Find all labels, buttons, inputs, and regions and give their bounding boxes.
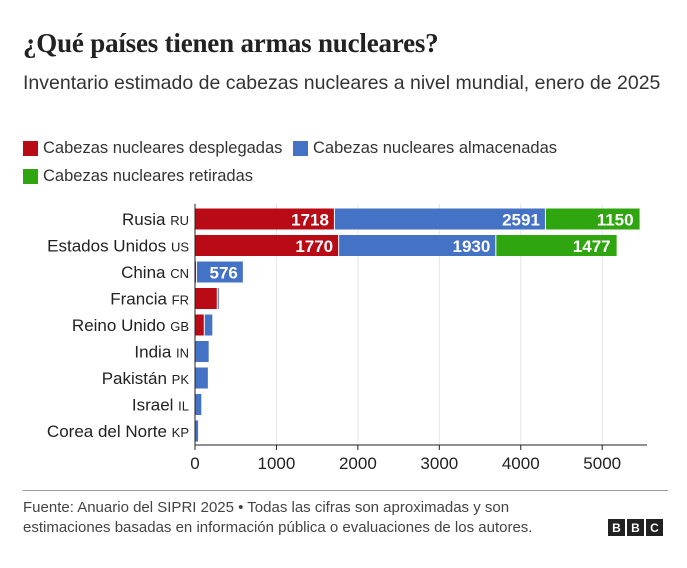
stacked-bar-chart: 1718 2591 1150 Rusia RU 1770 1930 1477 Estados …	[47, 203, 647, 473]
country-code: CN	[170, 266, 189, 281]
country-code: FR	[172, 293, 189, 308]
footer-divider	[23, 490, 668, 491]
category-label: Francia FR	[110, 290, 189, 309]
country-code: RU	[170, 213, 189, 228]
legend-swatch-stored	[293, 141, 309, 156]
bbc-logo: B B C	[608, 519, 663, 536]
bbc-logo-letter: B	[608, 519, 625, 536]
bar-segment	[196, 261, 243, 283]
legend-label-stored: Cabezas nucleares almacenadas	[313, 139, 557, 157]
data-label: 2591	[502, 211, 540, 230]
category-label: Pakistán PK	[102, 369, 190, 388]
bar-segment	[195, 288, 217, 309]
data-label: 1150	[597, 211, 634, 230]
bar-segment	[195, 235, 339, 256]
country-name: Reino Unido	[72, 316, 170, 335]
bbc-logo-letter: B	[627, 519, 644, 536]
data-label: 1770	[295, 237, 333, 256]
bar-segment	[204, 314, 213, 336]
category-label: India IN	[134, 343, 189, 362]
legend-label-retired: Cabezas nucleares retiradas	[43, 167, 254, 185]
x-tick-label: 0	[190, 454, 199, 473]
data-label: 1718	[291, 211, 329, 230]
category-label: Corea del Norte KP	[47, 422, 189, 441]
country-name: India	[134, 343, 176, 362]
legend-item-stored: Cabezas nucleares almacenadas	[293, 136, 557, 161]
x-tick-label: 4000	[502, 454, 540, 473]
country-name: Pakistán	[102, 369, 172, 388]
country-name: China	[121, 263, 170, 282]
category-label: Estados Unidos US	[47, 237, 189, 256]
x-tick-label: 5000	[583, 454, 621, 473]
bbc-logo-letter: C	[646, 519, 663, 536]
bar-segment	[195, 367, 208, 389]
legend-item-retired: Cabezas nucleares retiradas	[23, 164, 253, 189]
category-label: Rusia RU	[122, 210, 189, 229]
bar-segment	[195, 341, 209, 362]
legend-item-deployed: Cabezas nucleares desplegadas	[23, 136, 282, 161]
x-tick-label: 1000	[258, 454, 296, 473]
bar-segment	[195, 420, 199, 442]
country-name: Francia	[110, 290, 171, 309]
source-note: Fuente: Anuario del SIPRI 2025 • Todas l…	[23, 499, 533, 536]
legend-swatch-deployed	[23, 141, 38, 156]
bar-segment	[195, 208, 334, 230]
category-label: China CN	[121, 263, 189, 282]
country-name: Corea del Norte	[47, 422, 172, 441]
bar-segment	[339, 235, 496, 256]
data-label: 1477	[573, 237, 611, 256]
country-code: GB	[170, 319, 189, 334]
category-label: Israel IL	[132, 396, 189, 415]
bar-segment	[195, 314, 204, 336]
country-name: Israel	[132, 396, 178, 415]
legend: Cabezas nucleares desplegadas Cabezas nu…	[23, 136, 663, 192]
legend-label-deployed: Cabezas nucleares desplegadas	[43, 139, 283, 157]
bar-segment	[545, 208, 640, 230]
country-code: PK	[172, 372, 190, 387]
bar-segment	[496, 235, 617, 256]
bar-segment	[334, 208, 545, 230]
category-label: Reino Unido GB	[72, 316, 189, 335]
chart-title: ¿Qué países tienen armas nucleares?	[23, 28, 439, 58]
x-tick-label: 2000	[339, 454, 377, 473]
bar-segment	[195, 394, 202, 415]
country-name: Rusia	[122, 210, 170, 229]
data-label: 1930	[453, 237, 491, 256]
x-tick-label: 3000	[420, 454, 458, 473]
bar-segment	[217, 288, 219, 309]
data-label: 576	[209, 264, 237, 283]
country-code: IL	[178, 399, 189, 414]
chart-subtitle: Inventario estimado de cabezas nucleares…	[23, 72, 661, 94]
legend-swatch-retired	[23, 169, 38, 184]
country-code: KP	[172, 425, 189, 440]
country-code: IN	[176, 346, 189, 361]
country-name: Estados Unidos	[47, 237, 171, 256]
country-code: US	[171, 240, 189, 255]
